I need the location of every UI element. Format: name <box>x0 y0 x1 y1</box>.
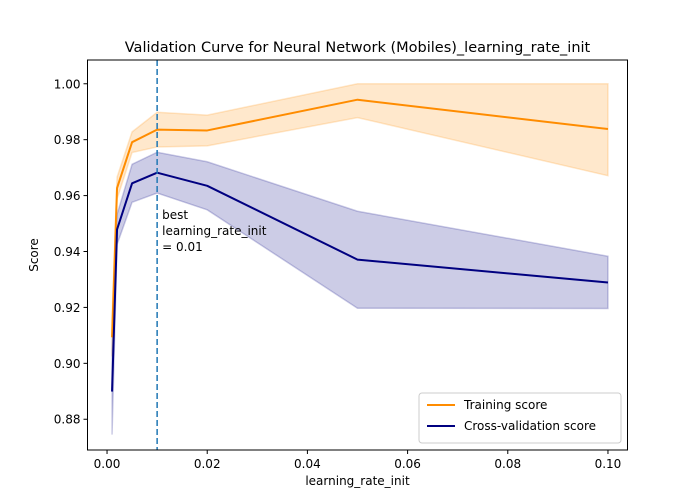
best-value-annotation: best learning_rate_init = 0.01 <box>162 208 267 254</box>
band-training-score <box>111 83 609 357</box>
y-tick-label: 1.00 <box>54 77 81 91</box>
plot-frame <box>87 59 628 451</box>
chart-title: Validation Curve for Neural Network (Mob… <box>125 40 591 56</box>
x-axis-ticks: 0.00 0.02 0.04 0.06 0.08 0.10 <box>94 450 622 471</box>
x-tick-label: 0.08 <box>494 457 521 471</box>
best-value-annotation-line: learning_rate_init <box>162 224 267 238</box>
y-tick-label: 0.88 <box>54 413 81 427</box>
best-value-marker: best learning_rate_init = 0.01 <box>156 60 267 450</box>
x-axis-label: learning_rate_init <box>305 474 410 488</box>
legend-label-training: Training score <box>463 398 547 412</box>
band-cross-validation-score <box>111 151 609 435</box>
y-tick-label: 0.94 <box>54 245 81 259</box>
best-value-annotation-line: = 0.01 <box>162 240 203 254</box>
x-tick-label: 0.10 <box>595 457 622 471</box>
y-tick-label: 0.90 <box>54 357 81 371</box>
y-tick-label: 0.98 <box>54 133 81 147</box>
x-tick-label: 0.04 <box>294 457 321 471</box>
legend: Training score Cross-validation score <box>418 392 622 444</box>
legend-label-cross-validation: Cross-validation score <box>464 419 596 433</box>
best-value-annotation-line: best <box>162 208 188 222</box>
confidence-bands <box>111 83 609 435</box>
x-tick-label: 0.00 <box>94 457 121 471</box>
y-axis-ticks: 0.88 0.90 0.92 0.94 0.96 0.98 1.00 <box>54 77 88 427</box>
line-training-score <box>111 98 609 338</box>
y-tick-label: 0.92 <box>54 301 81 315</box>
y-axis-label: Score <box>27 238 41 272</box>
y-tick-label: 0.96 <box>54 189 81 203</box>
x-tick-label: 0.02 <box>194 457 221 471</box>
x-tick-label: 0.06 <box>394 457 421 471</box>
legend-box <box>418 392 622 444</box>
